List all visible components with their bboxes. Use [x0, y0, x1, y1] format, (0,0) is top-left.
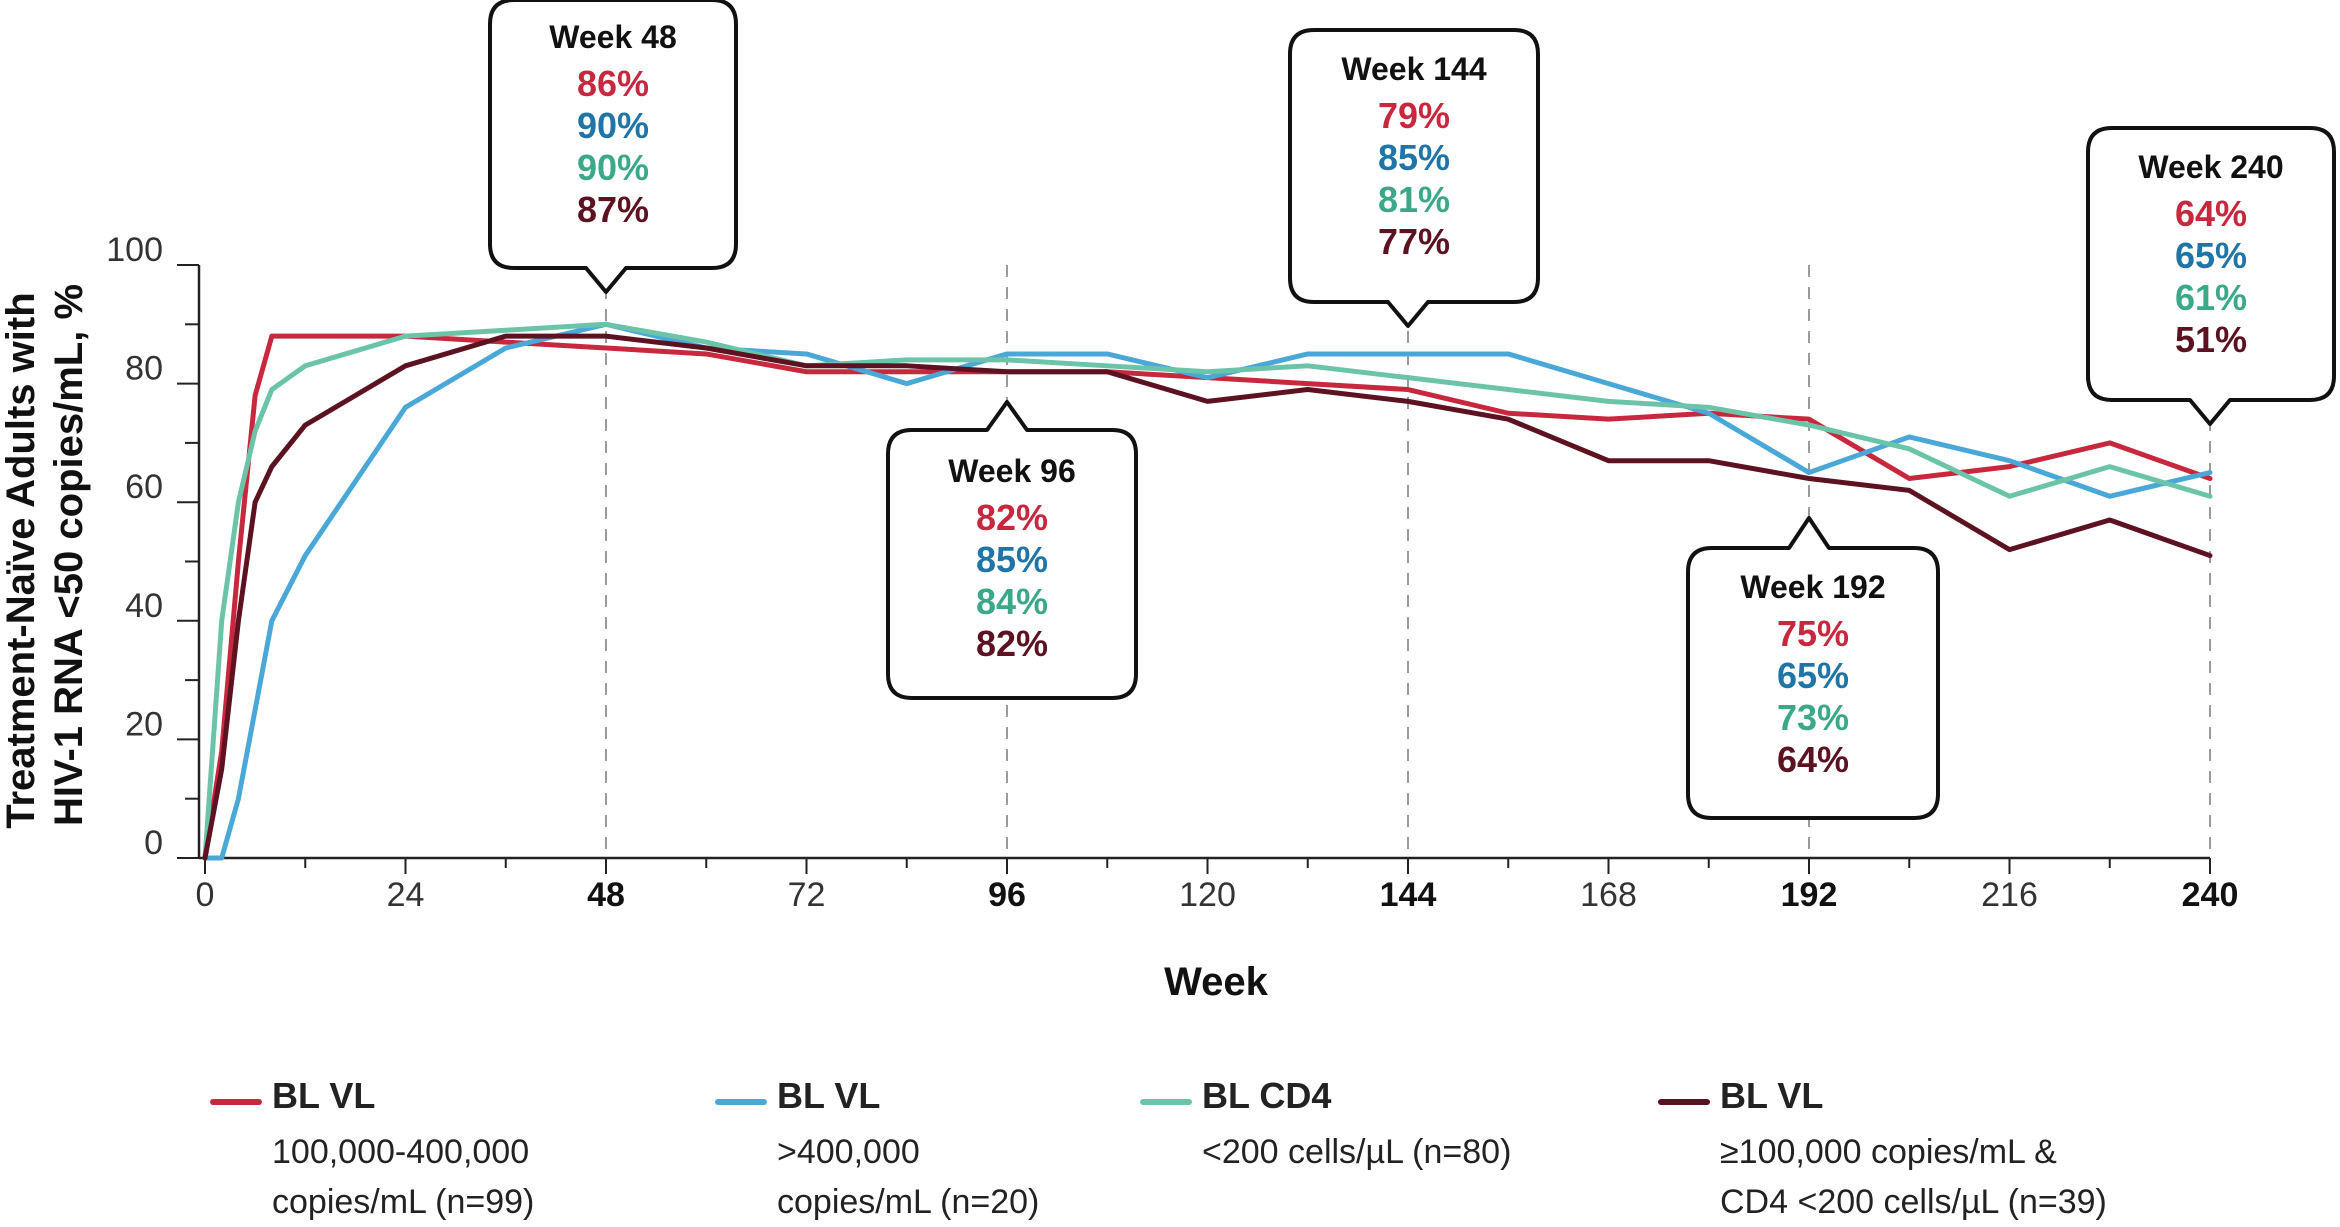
callout-bubble — [886, 400, 1138, 700]
series-line-4 — [202, 333, 2213, 861]
legend-name: BL VL — [272, 1075, 376, 1116]
callout-value: 85% — [1378, 137, 1450, 178]
y-tick-label: 100 — [106, 231, 163, 269]
callout-week-240: Week 240 64%65%61%51% — [2086, 126, 2336, 426]
callout-value: 90% — [577, 147, 649, 188]
callout-value: 87% — [577, 189, 649, 230]
callout-value: 75% — [1777, 613, 1849, 654]
y-tick-label: 20 — [125, 705, 163, 743]
callout-value: 90% — [577, 105, 649, 146]
callout-value: 64% — [2175, 193, 2247, 234]
legend-name: BL VL — [777, 1075, 881, 1116]
x-tick-label: 144 — [1380, 876, 1437, 914]
x-tick-label: 48 — [587, 876, 625, 914]
callout-value: 85% — [976, 539, 1048, 580]
callout-bubble — [488, 0, 738, 294]
callout-title: Week 144 — [1341, 51, 1487, 87]
callout-value: 64% — [1777, 739, 1849, 780]
y-axis-title-line-1: Treatment-Naïve Adults with — [0, 292, 43, 828]
callout-value: 81% — [1378, 179, 1450, 220]
legend-swatch — [715, 1099, 767, 1105]
legend-name: BL CD4 — [1202, 1075, 1332, 1116]
y-axis-title-line-2: HIV-1 RNA <50 copies/mL, % — [47, 284, 91, 826]
x-tick-label: 240 — [2182, 876, 2239, 914]
series-lines — [202, 321, 2213, 861]
legend-swatch — [1658, 1099, 1710, 1105]
callout-title: Week 48 — [549, 19, 677, 55]
y-tick-label: 0 — [144, 824, 163, 862]
callout-value: 86% — [577, 63, 649, 104]
x-tick-label: 24 — [387, 876, 425, 914]
callout-value: 51% — [2175, 319, 2247, 360]
series-line-2 — [202, 321, 2213, 861]
callout-bubble — [1288, 28, 1540, 328]
callout-week-144: Week 144 79%85%81%77% — [1288, 28, 1540, 328]
legend-swatch — [210, 1099, 262, 1105]
y-tick-label: 60 — [125, 468, 163, 506]
callout-title: Week 96 — [948, 453, 1076, 489]
callout-value: 65% — [1777, 655, 1849, 696]
callout-bubble — [1686, 516, 1940, 820]
legend-description: 100,000-400,000 copies/mL (n=99) — [272, 1133, 535, 1221]
x-tick-label: 96 — [988, 876, 1026, 914]
callout-value: 79% — [1378, 95, 1450, 136]
x-tick-label: 0 — [196, 876, 215, 914]
callout-title: Week 240 — [2138, 149, 2283, 185]
series-line-3 — [202, 321, 2213, 861]
x-tick-label: 72 — [788, 876, 826, 914]
callout-value: 61% — [2175, 277, 2247, 318]
callout-bubble — [2086, 126, 2336, 426]
callout-value: 84% — [976, 581, 1048, 622]
callout-value: 82% — [976, 623, 1048, 664]
callout-value: 73% — [1777, 697, 1849, 738]
x-tick-label: 120 — [1179, 876, 1236, 914]
x-tick-label: 192 — [1781, 876, 1838, 914]
legend-description: ≥100,000 copies/mL & CD4 <200 cells/µL (… — [1720, 1133, 2107, 1221]
legend-description: >400,000 copies/mL (n=20) — [777, 1133, 1040, 1221]
callout-value: 65% — [2175, 235, 2247, 276]
y-tick-label: 80 — [125, 350, 163, 388]
y-tick-label: 40 — [125, 587, 163, 625]
callout-value: 82% — [976, 497, 1048, 538]
legend-description: <200 cells/µL (n=80) — [1202, 1133, 1512, 1171]
y-axis-title: Treatment-Naïve Adults with HIV-1 RNA <5… — [0, 281, 91, 829]
x-tick-label: 216 — [1981, 876, 2038, 914]
legend-swatch — [1140, 1099, 1192, 1105]
x-axis-title: Week — [1164, 960, 1269, 1004]
axes: 0 20 40 60 80 100 0 24 48 72 96 120 144 168 192 216 240 — [106, 231, 2238, 914]
callout-title: Week 192 — [1740, 569, 1885, 605]
x-tick-label: 168 — [1580, 876, 1637, 914]
callout-value: 77% — [1378, 221, 1450, 262]
callout-week-192: Week 192 75%65%73%64% — [1686, 516, 1940, 820]
legend-name: BL VL — [1720, 1075, 1824, 1116]
